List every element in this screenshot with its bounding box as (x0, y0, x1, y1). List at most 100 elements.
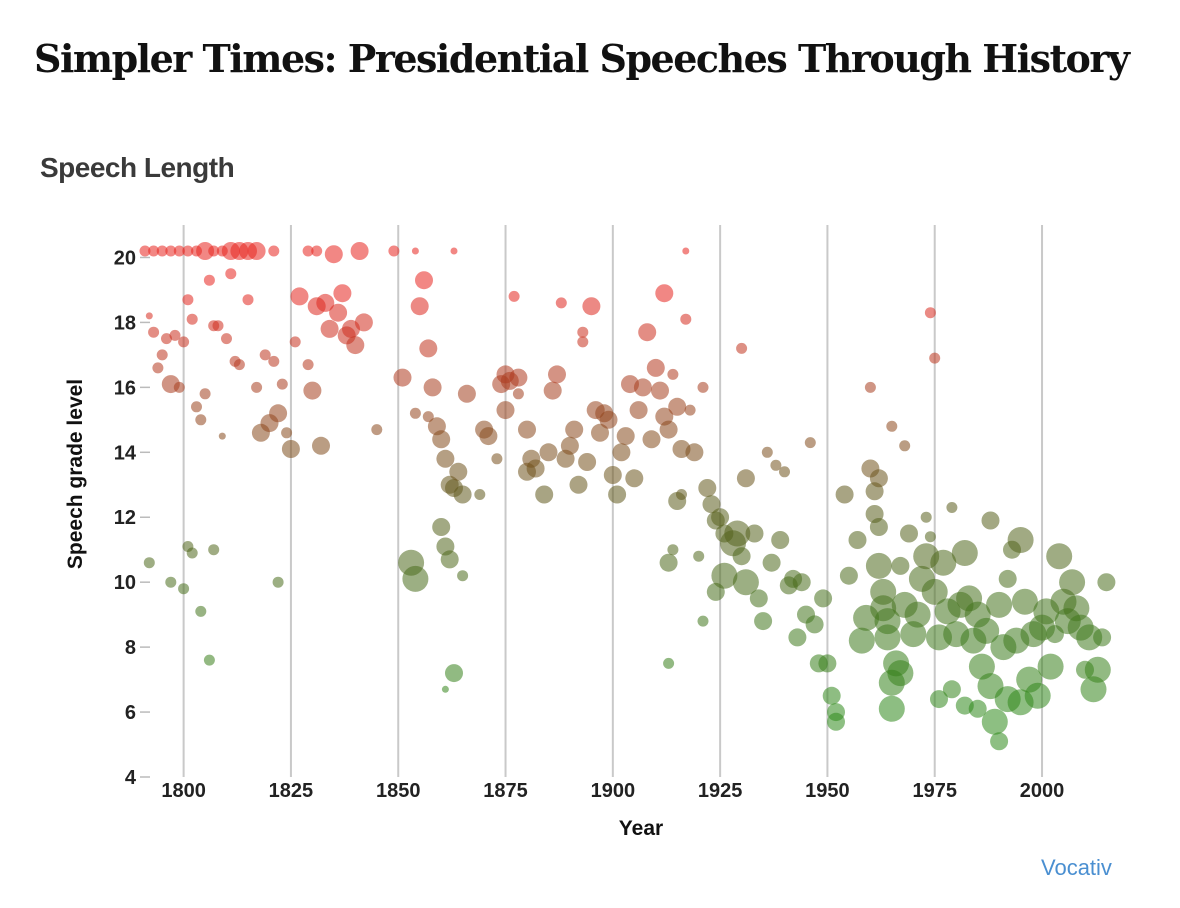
speech-point (814, 589, 833, 608)
speech-point (921, 578, 948, 605)
speech-point (702, 495, 721, 514)
speech-point (290, 287, 309, 306)
speech-point (920, 511, 932, 523)
speech-point (411, 247, 419, 255)
speech-point (655, 284, 674, 303)
speech-point (1084, 656, 1111, 683)
speech-point (242, 294, 254, 306)
speech-point (805, 615, 824, 634)
speech-point (835, 485, 854, 504)
speech-point (479, 427, 498, 446)
x-tick-label: 1875 (483, 780, 528, 802)
speech-point (886, 420, 898, 432)
speech-point (251, 381, 263, 393)
speech-point (951, 540, 978, 566)
speech-point (651, 381, 669, 400)
speech-point (311, 245, 323, 257)
speech-point (891, 556, 910, 575)
speech-point (218, 432, 226, 440)
speech-point (698, 479, 717, 497)
speech-point (169, 329, 181, 341)
speech-point (924, 531, 936, 543)
speech-point (682, 247, 690, 255)
x-tick-label: 1925 (698, 780, 743, 802)
speech-point (410, 297, 429, 316)
speech-point (526, 459, 545, 478)
speech-point (509, 368, 528, 387)
speech-point (543, 381, 562, 400)
speech-point (440, 550, 459, 569)
speech-point (629, 401, 648, 420)
speech-point (874, 624, 901, 651)
speech-point (233, 359, 245, 371)
speech-point (221, 333, 232, 345)
speech-point (900, 524, 918, 543)
speech-point (887, 660, 914, 687)
speech-point (320, 319, 339, 338)
speech-point (449, 462, 468, 481)
speech-point (754, 612, 773, 631)
speech-point (818, 654, 837, 673)
speech-point (312, 436, 330, 455)
speech-point (878, 695, 905, 722)
speech-point (732, 569, 759, 596)
speech-point (697, 615, 709, 627)
speech-point (822, 686, 841, 705)
speech-point (208, 245, 220, 257)
speech-point (281, 427, 293, 439)
speech-point (663, 657, 675, 669)
speech-point (350, 242, 369, 260)
speech-point (990, 732, 1009, 751)
speech-point (736, 469, 755, 488)
grid-lines (182, 225, 1044, 777)
speech-point (899, 440, 911, 452)
speech-point (1063, 595, 1090, 622)
speech-point (680, 313, 692, 325)
speech-point (269, 404, 288, 423)
speech-point (409, 407, 421, 419)
speech-point (445, 664, 463, 683)
speech-point (436, 449, 455, 468)
speech-point (539, 443, 558, 462)
speech-point (203, 274, 215, 286)
speech-point (186, 313, 198, 325)
speech-point (316, 293, 335, 312)
speech-point (441, 685, 449, 693)
speech-point (603, 466, 622, 484)
speech-point (697, 381, 709, 393)
y-tick-label: 10 (114, 572, 136, 594)
speech-point (779, 466, 790, 478)
speech-point (156, 245, 168, 257)
speech-point (668, 397, 687, 416)
speech-point (1046, 543, 1073, 570)
speech-point (968, 699, 987, 718)
speech-point (548, 365, 566, 384)
speech-point (848, 531, 867, 549)
speech-point (535, 485, 554, 504)
speech-point (199, 388, 211, 400)
speech-point (371, 424, 383, 436)
speech-point (788, 628, 807, 647)
speech-point (711, 562, 738, 589)
speech-point (864, 381, 876, 393)
speech-point (247, 242, 266, 260)
speech-point (457, 384, 476, 403)
y-axis: 4 6 8 10 12 14 16 18 20 (114, 247, 150, 789)
speech-point (419, 339, 438, 358)
speech-point (827, 712, 845, 731)
speech-point (577, 336, 589, 348)
y-tick-label: 14 (114, 442, 137, 464)
speech-point (432, 518, 451, 536)
y-tick-label: 12 (114, 507, 136, 529)
speech-point (771, 531, 790, 549)
speech-point (491, 453, 503, 465)
speech-point (612, 443, 631, 462)
speech-point (745, 524, 764, 543)
speech-point (289, 336, 301, 348)
speech-point (457, 570, 469, 582)
speech-point (165, 245, 177, 257)
speech-point (432, 430, 451, 449)
speech-point (904, 601, 931, 628)
speech-point (182, 245, 194, 257)
speech-point (203, 654, 215, 666)
